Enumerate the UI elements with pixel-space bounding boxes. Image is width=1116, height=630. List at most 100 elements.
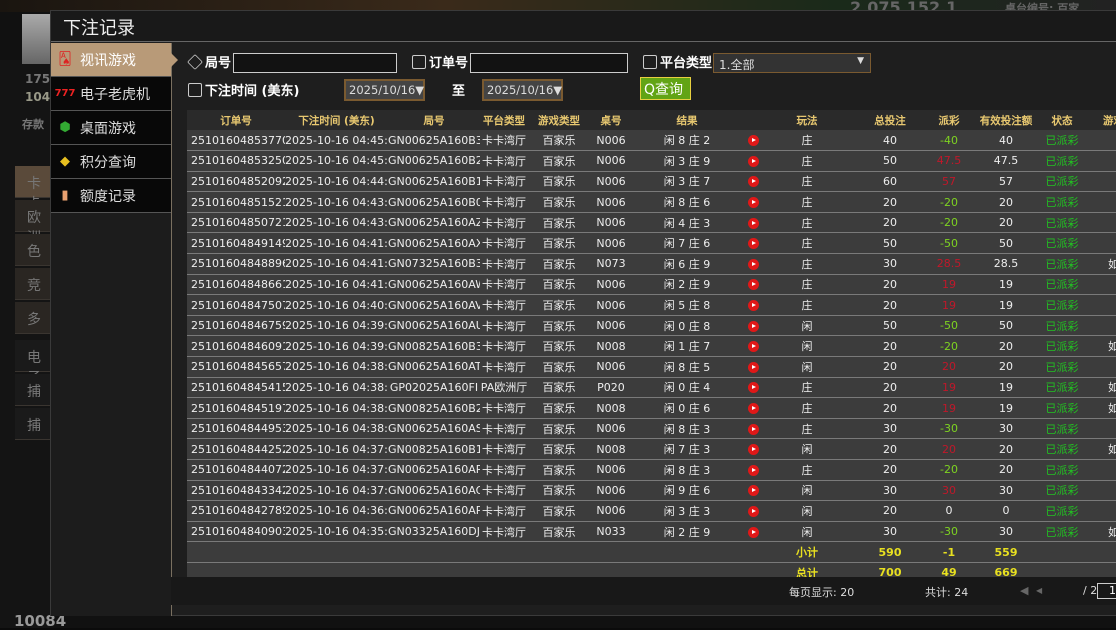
- play-video-icon[interactable]: [747, 238, 759, 250]
- payout-cell: 57: [930, 171, 968, 193]
- search-icon: Q: [644, 82, 656, 98]
- play-video-icon[interactable]: [747, 258, 759, 270]
- column-header: 订单号: [187, 110, 285, 130]
- date-to-select[interactable]: 2025/10/16▼: [482, 79, 563, 101]
- order-input[interactable]: [470, 53, 628, 73]
- play-video-icon[interactable]: [747, 135, 759, 147]
- avatar: [22, 14, 50, 64]
- video-cell[interactable]: [742, 274, 764, 296]
- table-no-cell: N006: [590, 171, 632, 193]
- play-video-icon[interactable]: [747, 176, 759, 188]
- game-type-cell: 百家乐: [528, 356, 590, 378]
- play-video-icon[interactable]: [747, 320, 759, 332]
- modal-title: 下注记录: [51, 11, 1116, 42]
- play-video-icon[interactable]: [747, 464, 759, 476]
- play-video-icon[interactable]: [747, 382, 759, 394]
- play-video-icon[interactable]: [747, 341, 759, 353]
- play-video-icon[interactable]: [747, 526, 759, 538]
- payout-cell: 19: [930, 294, 968, 316]
- order-no-cell: 251016048532505: [187, 150, 285, 172]
- play-video-icon[interactable]: [747, 155, 759, 167]
- play-video-icon[interactable]: [747, 300, 759, 312]
- round-no-cell: GN00625A160AZ: [388, 212, 480, 234]
- status-cell: 已派彩: [1044, 459, 1080, 481]
- result-cell: 闲 7 庄 6: [632, 232, 742, 255]
- empty-cell: [480, 541, 528, 563]
- video-cell[interactable]: [742, 521, 764, 543]
- payout-cell: -50: [930, 315, 968, 337]
- video-cell[interactable]: [742, 212, 764, 234]
- video-cell[interactable]: [742, 150, 764, 172]
- extra-cell: [1080, 418, 1116, 440]
- round-no-cell: GP02025A160FI: [388, 377, 480, 399]
- sidebar-item-live-games[interactable]: 🂡 视讯游戏: [51, 43, 178, 77]
- video-cell[interactable]: [742, 335, 764, 358]
- video-cell[interactable]: [742, 438, 764, 460]
- valid-bet-cell: 0: [968, 500, 1044, 522]
- page-input[interactable]: 1: [1097, 583, 1116, 599]
- query-button[interactable]: Q查询: [640, 77, 691, 100]
- platform-cell: 卡卡湾厅: [480, 459, 528, 481]
- video-cell[interactable]: [742, 191, 764, 213]
- platform-cell: 卡卡湾厅: [480, 191, 528, 213]
- bg-item: 色: [15, 234, 50, 266]
- first-page-icon[interactable]: ◀: [1020, 584, 1029, 597]
- platform-cell: 卡卡湾厅: [480, 418, 528, 440]
- total-count: 共计: 24: [925, 586, 969, 599]
- bg-item: 竞: [15, 268, 50, 300]
- video-cell[interactable]: [742, 500, 764, 522]
- play-type-cell: 庄: [764, 294, 850, 316]
- order-filter-label: 订单号: [412, 52, 468, 71]
- platform-select[interactable]: 1.全部 ▼: [713, 53, 871, 73]
- play-video-icon[interactable]: [747, 444, 759, 456]
- bet-time-cell: 2025-10-16 04:39:17: [285, 335, 388, 358]
- play-video-icon[interactable]: [747, 485, 759, 497]
- round-input[interactable]: [233, 53, 397, 73]
- platform-cell: 卡卡湾厅: [480, 397, 528, 419]
- video-cell[interactable]: [742, 130, 764, 152]
- video-cell[interactable]: [742, 459, 764, 481]
- video-cell[interactable]: [742, 294, 764, 316]
- status-cell: 已派彩: [1044, 480, 1080, 502]
- total-bet-cell: 30: [850, 418, 930, 440]
- payout-cell: -30: [930, 521, 968, 543]
- play-video-icon[interactable]: [747, 197, 759, 209]
- sidebar-item-slots[interactable]: 777 电子老虎机: [51, 77, 171, 111]
- video-cell[interactable]: [742, 397, 764, 419]
- valid-bet-cell: 20: [968, 459, 1044, 481]
- video-cell[interactable]: [742, 232, 764, 255]
- video-cell[interactable]: [742, 480, 764, 502]
- video-cell[interactable]: [742, 377, 764, 399]
- valid-bet-cell: 30: [968, 480, 1044, 502]
- video-cell[interactable]: [742, 315, 764, 337]
- video-cell[interactable]: [742, 253, 764, 275]
- result-cell: 闲 8 庄 5: [632, 356, 742, 378]
- platform-cell: PA欧洲厅: [480, 377, 528, 399]
- total-bet-cell: 20: [850, 459, 930, 481]
- round-no-cell: GN00625A160B3: [388, 130, 480, 152]
- result-cell: 闲 9 庄 6: [632, 480, 742, 502]
- video-cell[interactable]: [742, 171, 764, 193]
- order-no-cell: 251016048515217: [187, 191, 285, 213]
- play-video-icon[interactable]: [747, 403, 759, 415]
- bet-time-cell: 2025-10-16 04:43:06: [285, 212, 388, 234]
- sidebar-item-credit[interactable]: ▮ 额度记录: [51, 179, 171, 213]
- video-cell[interactable]: [742, 356, 764, 378]
- extra-cell: [1080, 212, 1116, 234]
- time-label: 下注时间 (美东): [205, 84, 300, 99]
- round-filter-label: 局号: [187, 52, 231, 71]
- play-video-icon[interactable]: [747, 217, 759, 229]
- result-cell: 闲 2 庄 9: [632, 274, 742, 296]
- prev-page-icon[interactable]: ◀: [1036, 586, 1043, 595]
- payout-cell: 20: [930, 438, 968, 460]
- sidebar-item-table-games[interactable]: ⬢ 桌面游戏: [51, 111, 171, 145]
- date-from-select[interactable]: 2025/10/16▼: [344, 79, 425, 101]
- sidebar-item-points[interactable]: ◆ 积分查询: [51, 145, 171, 179]
- video-cell[interactable]: [742, 418, 764, 440]
- play-video-icon[interactable]: [747, 505, 759, 517]
- play-video-icon[interactable]: [747, 361, 759, 373]
- play-video-icon[interactable]: [747, 279, 759, 291]
- table-no-cell: N006: [590, 150, 632, 172]
- play-video-icon[interactable]: [747, 423, 759, 435]
